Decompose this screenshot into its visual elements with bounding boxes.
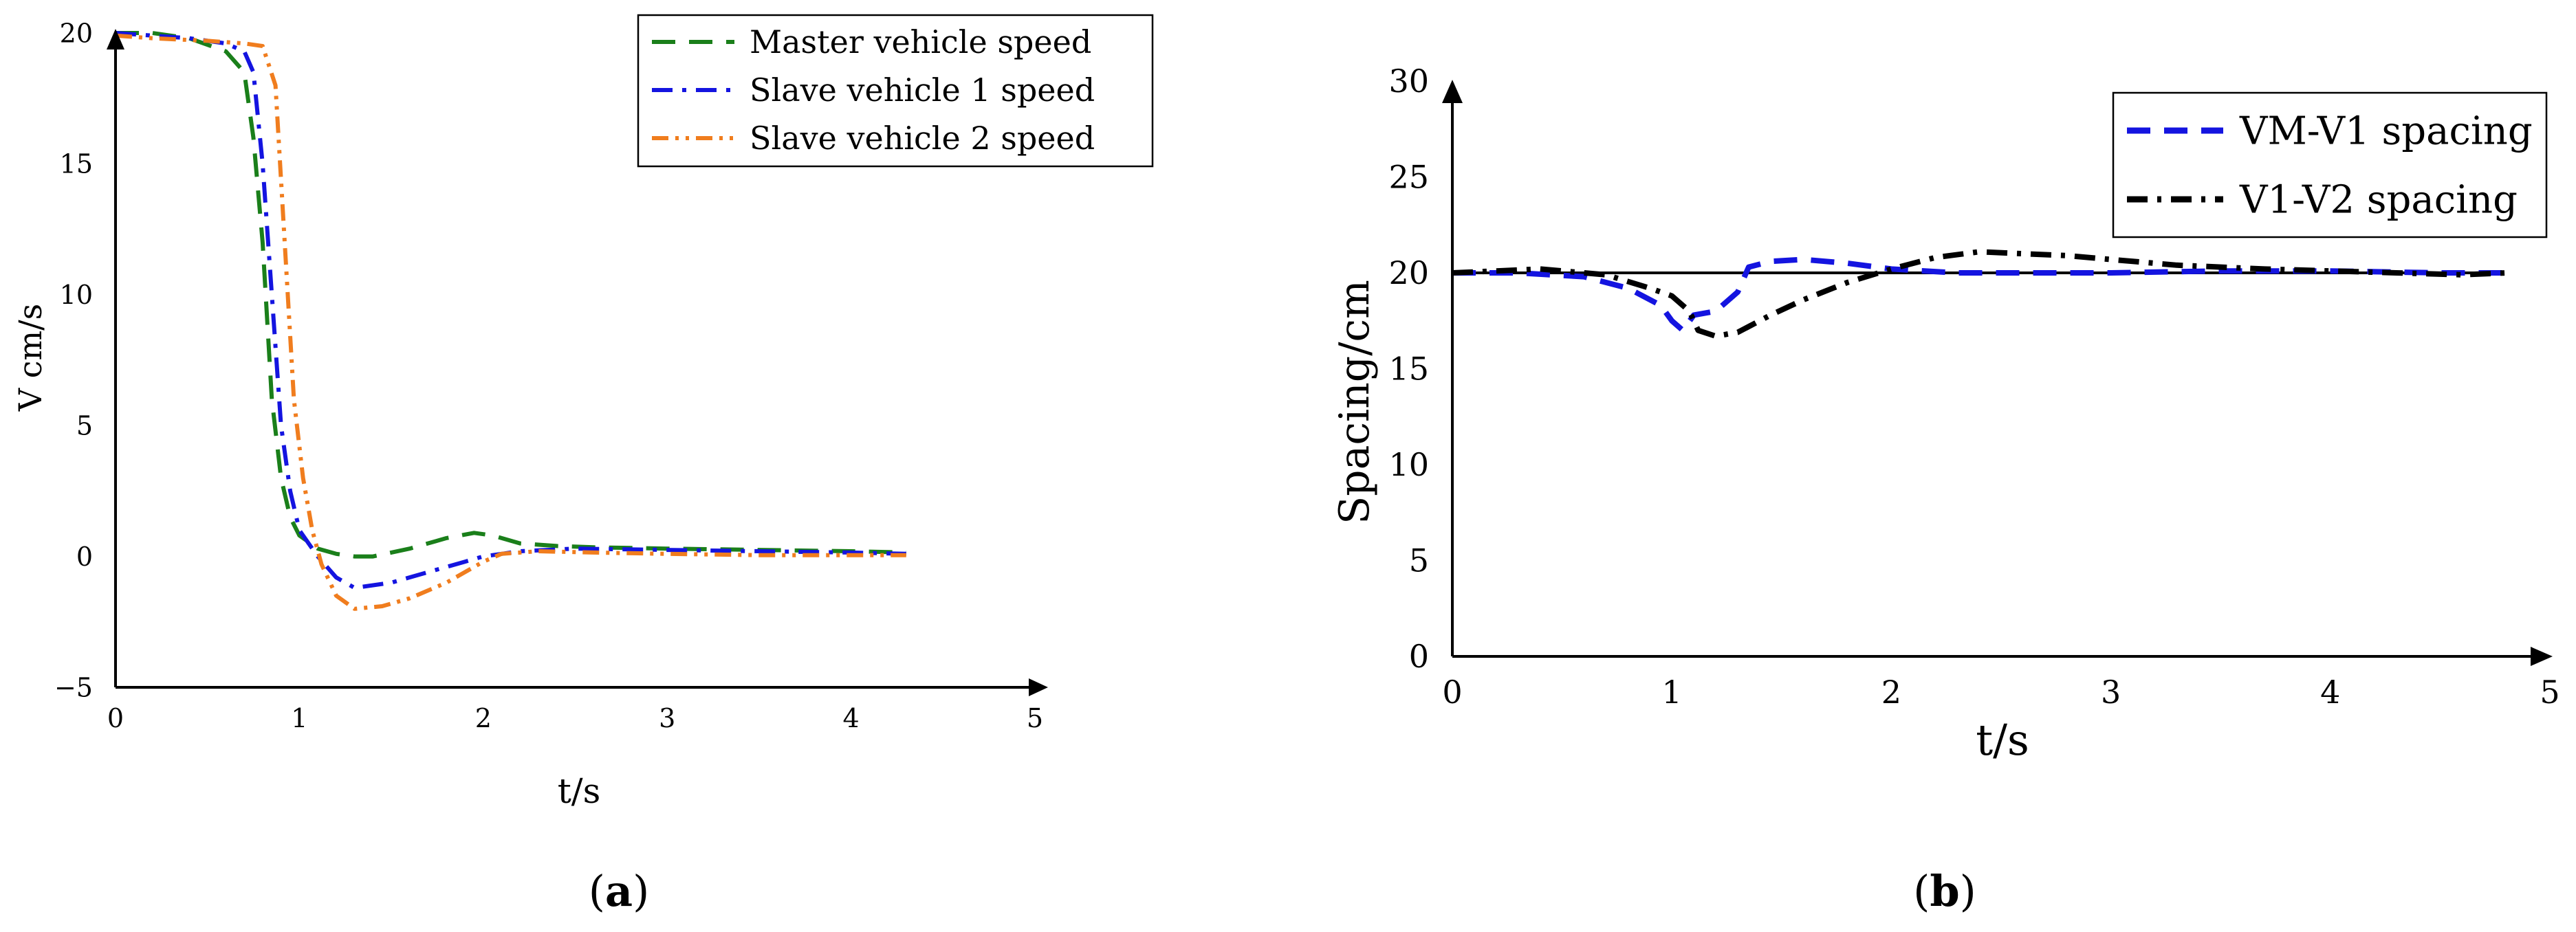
panel-a-y-axis-arrow bbox=[107, 29, 124, 49]
panel-b-x-tick-label: 1 bbox=[1662, 674, 1682, 711]
panel-a-y-tick-label: 5 bbox=[76, 411, 93, 441]
panel-a-legend-box bbox=[637, 14, 1154, 168]
panel-b-y-tick-label: 20 bbox=[1388, 254, 1429, 291]
panel-b-y-tick-label: 5 bbox=[1409, 542, 1429, 579]
panel-b-x-tick-label: 5 bbox=[2540, 674, 2559, 711]
panel-b-x-tick-label: 0 bbox=[1442, 674, 1462, 711]
panel-b-y-axis-arrow bbox=[1442, 80, 1463, 103]
panel-a-label-letter: a bbox=[605, 866, 633, 916]
panel-a-legend-label-2: Slave vehicle 1 speed bbox=[750, 71, 1095, 109]
panel-b-legend-label-2: V1-V2 spacing bbox=[2239, 178, 2518, 223]
panel-b-legend-label-1: VM-V1 spacing bbox=[2239, 109, 2533, 154]
panel-a-y-tick-label: 0 bbox=[76, 542, 93, 572]
panel-a-x-axis-label: t/s bbox=[558, 771, 601, 811]
panel-b-legend-box bbox=[2112, 91, 2548, 238]
panel-a-series-line-2 bbox=[115, 31, 906, 590]
panel-a-y-axis-label: V cm/s bbox=[12, 304, 49, 412]
panel-a-x-axis-arrow bbox=[1029, 678, 1048, 696]
panel-b-label: (b) bbox=[1913, 866, 1976, 916]
panel-b-x-tick-labels: 0 1 2 3 4 5 bbox=[1442, 674, 2559, 711]
panel-a-x-tick-label: 3 bbox=[659, 703, 675, 733]
panel-a-x-tick-label: 1 bbox=[291, 703, 307, 733]
panel-a-y-tick-label: 10 bbox=[60, 280, 93, 310]
panel-a-label: (a) bbox=[589, 866, 650, 916]
panel-a-series-group bbox=[115, 31, 906, 611]
panel-b-y-tick-labels: 0 5 10 15 20 25 30 bbox=[1388, 63, 1429, 675]
panel-b-x-tick-label: 3 bbox=[2101, 674, 2121, 711]
panel-b-series-line-1 bbox=[1452, 256, 2507, 333]
panel-b-y-tick-label: 15 bbox=[1388, 351, 1429, 388]
panel-a-x-tick-labels: 0 1 2 3 4 5 bbox=[107, 703, 1043, 733]
panel-b-y-tick-label: 0 bbox=[1409, 638, 1429, 675]
panel-a-x-tick-label: 0 bbox=[107, 703, 124, 733]
panel-a-y-tick-label: −5 bbox=[54, 672, 93, 702]
panel-b-series-group bbox=[1452, 249, 2507, 340]
panel-a-y-tick-labels: −5 0 5 10 15 20 bbox=[54, 18, 93, 702]
panel-b-y-axis-label: Spacing/cm bbox=[1331, 280, 1379, 524]
panel-b-x-axis-arrow bbox=[2531, 647, 2553, 666]
panel-b-legend: VM-V1 spacing V1-V2 spacing bbox=[2112, 91, 2548, 238]
panel-b-label-letter: b bbox=[1930, 866, 1959, 916]
panel-a-x-tick-label: 4 bbox=[843, 703, 860, 733]
panel-a-y-tick-label: 20 bbox=[60, 18, 93, 48]
panel-a-x-tick-label: 5 bbox=[1027, 703, 1043, 733]
panel-a-y-tick-label: 15 bbox=[60, 149, 93, 179]
panel-b-x-tick-label: 4 bbox=[2320, 674, 2340, 711]
panel-a-legend: Master vehicle speed Slave vehicle 1 spee… bbox=[637, 14, 1154, 168]
panel-b-x-tick-label: 2 bbox=[1881, 674, 1901, 711]
panel-a-legend-label-1: Master vehicle speed bbox=[750, 23, 1091, 60]
panel-b-series-line-2 bbox=[1452, 249, 2507, 340]
chart-panel-a: 0 1 2 3 4 5 −5 0 5 10 15 20 t/s V cm/s Master vehi… bbox=[12, 14, 1154, 916]
panel-a-legend-label-3: Slave vehicle 2 speed bbox=[750, 120, 1095, 157]
panel-b-y-tick-label: 10 bbox=[1388, 446, 1429, 483]
panel-a-series-line-3 bbox=[115, 33, 906, 611]
panel-b-y-tick-label: 30 bbox=[1388, 63, 1429, 100]
panel-b-y-tick-label: 25 bbox=[1388, 159, 1429, 196]
chart-panel-b: 0 1 2 3 4 5 0 5 10 15 20 25 30 t/s Spacing/cm VM-V1… bbox=[1331, 63, 2560, 916]
panel-b-x-axis-label: t/s bbox=[1976, 715, 2029, 765]
panel-a-x-tick-label: 2 bbox=[475, 703, 492, 733]
